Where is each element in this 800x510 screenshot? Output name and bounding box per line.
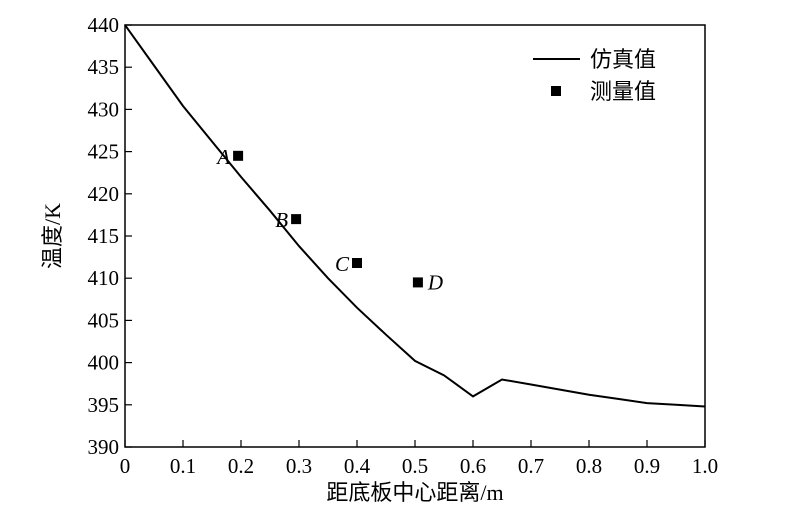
x-tick-label: 1.0 bbox=[692, 454, 718, 478]
data-point-c bbox=[352, 258, 362, 269]
point-label-b: B bbox=[275, 208, 288, 232]
x-tick-label: 0.2 bbox=[228, 454, 254, 478]
y-tick-label: 395 bbox=[88, 393, 120, 417]
x-tick-label: 0 bbox=[120, 454, 131, 478]
legend-marker-swatch bbox=[551, 86, 561, 96]
y-axis-title: 温度/K bbox=[40, 203, 65, 269]
x-tick-label: 0.4 bbox=[344, 454, 371, 478]
y-tick-label: 440 bbox=[88, 13, 120, 37]
plot-area: 0 0.1 0.2 0.3 0.4 0.5 0.6 0.7 0.8 0.9 1.0 390 395 40… bbox=[88, 13, 719, 478]
series-line-sim bbox=[124, 24, 706, 408]
x-axis: 0 0.1 0.2 0.3 0.4 0.5 0.6 0.7 0.8 0.9 1.0 bbox=[120, 440, 718, 478]
data-point-b bbox=[291, 214, 302, 225]
x-tick-label: 0.9 bbox=[634, 454, 660, 478]
y-tick-label: 410 bbox=[88, 266, 120, 290]
x-tick-label: 0.8 bbox=[576, 454, 602, 478]
y-tick-label: 390 bbox=[88, 435, 120, 459]
y-tick-label: 405 bbox=[88, 308, 120, 332]
y-tick-label: 415 bbox=[88, 224, 120, 248]
data-point-d bbox=[412, 277, 423, 288]
legend-label-measured: 测量值 bbox=[590, 79, 656, 104]
point-label-d: D bbox=[427, 270, 443, 294]
y-axis: 390 395 400 405 410 415 420 425 430 435 440 bbox=[88, 13, 132, 459]
x-tick-label: 0.6 bbox=[460, 454, 486, 478]
x-tick-label: 0.7 bbox=[518, 454, 544, 478]
x-tick-label: 0.1 bbox=[170, 454, 196, 478]
point-label-c: C bbox=[335, 252, 350, 276]
legend: 仿真值 测量值 bbox=[533, 47, 656, 104]
y-tick-label: 400 bbox=[88, 351, 120, 375]
y-tick-label: 425 bbox=[88, 140, 120, 164]
legend-label-sim: 仿真值 bbox=[590, 47, 656, 72]
y-tick-label: 430 bbox=[88, 97, 120, 121]
x-tick-label: 0.3 bbox=[286, 454, 312, 478]
series-points-measured: A B C D bbox=[215, 145, 443, 295]
point-label-a: A bbox=[215, 145, 230, 169]
data-point-a bbox=[233, 150, 244, 161]
y-tick-label: 435 bbox=[88, 55, 120, 79]
y-tick-label: 420 bbox=[88, 182, 120, 206]
x-tick-label: 0.5 bbox=[402, 454, 428, 478]
x-axis-title: 距底板中心距离/m bbox=[326, 480, 503, 505]
